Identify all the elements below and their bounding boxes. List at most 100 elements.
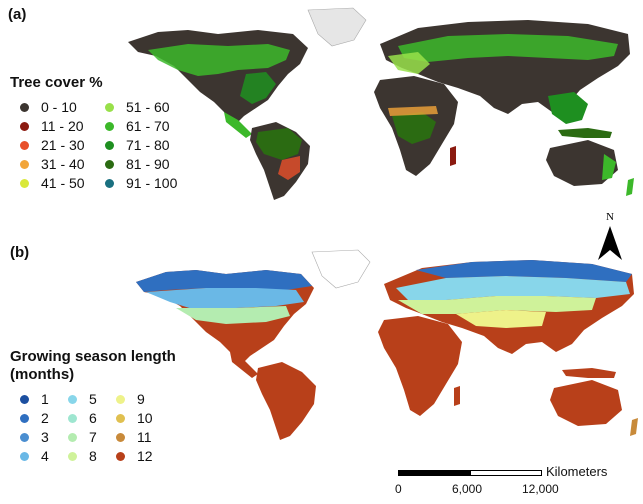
central-america (230, 352, 258, 378)
north-arrow-label: N (606, 211, 614, 223)
growing-season-legend-swatch (20, 413, 29, 423)
growing-season-legend-item: 12 (116, 448, 153, 464)
tree-cover-legend-swatch (20, 121, 29, 131)
growing-season-legend-item: 6 (68, 410, 97, 426)
tree-cover-legend-swatch (105, 121, 114, 131)
tree-cover-legend-label: 31 - 40 (41, 156, 85, 172)
eurasia-arctic-zone (416, 260, 632, 282)
panel-a-label: (a) (8, 6, 27, 23)
growing-season-legend-swatch (20, 432, 29, 442)
eurasia-temperate-zone (398, 296, 596, 314)
tree-cover-legend-label: 81 - 90 (126, 156, 170, 172)
tree-cover-legend-item: 31 - 40 (20, 156, 85, 172)
tree-cover-legend-label: 91 - 100 (126, 175, 178, 191)
north-arrow-shape (598, 226, 622, 260)
growing-season-legend-item: 9 (116, 391, 145, 407)
africa-forest (392, 112, 436, 144)
growing-season-legend-label: 3 (41, 429, 49, 445)
growing-season-legend-label: 12 (137, 448, 153, 464)
growing-season-legend-label: 11 (137, 429, 152, 445)
africa-landmass (378, 316, 462, 416)
growing-season-legend-label: 9 (137, 391, 145, 407)
tree-cover-legend-title: Tree cover % (10, 74, 103, 91)
tree-cover-legend-label: 61 - 70 (126, 118, 170, 134)
growing-season-legend-item: 3 (20, 429, 49, 445)
tree-cover-legend-item: 71 - 80 (105, 137, 170, 153)
australia-landmass (546, 140, 618, 186)
growing-season-legend-item: 5 (68, 391, 97, 407)
north-america-boreal-zone (146, 288, 304, 310)
growing-season-legend-item: 8 (68, 448, 97, 464)
growing-season-legend-swatch (116, 432, 125, 442)
greenland (307, 7, 367, 47)
scale-bar-tick-1: 6,000 (452, 482, 483, 496)
growing-season-legend-label: 7 (89, 429, 97, 445)
tree-cover-legend-item: 91 - 100 (105, 175, 177, 191)
southeast-asia-forest (548, 92, 588, 124)
north-america-arctic-zone (136, 270, 312, 292)
scale-bar-tick-2: 12,000 (522, 482, 559, 496)
tree-cover-legend-swatch (20, 140, 29, 150)
tree-cover-legend-item: 61 - 70 (105, 118, 170, 134)
central-america (224, 112, 252, 138)
tree-cover-legend-label: 41 - 50 (41, 175, 85, 191)
new-zealand (626, 178, 634, 196)
central-asia-zone (456, 310, 546, 328)
south-america-landmass (256, 362, 316, 440)
greenland (311, 249, 371, 289)
growing-season-legend-swatch (68, 413, 77, 423)
africa-savanna (388, 106, 438, 116)
tree-cover-legend-swatch (20, 159, 29, 169)
australia-landmass (550, 380, 622, 426)
scale-bar-white-segment (470, 470, 542, 476)
tree-cover-legend-item: 0 - 10 (20, 99, 77, 115)
tree-cover-legend-item: 51 - 60 (105, 99, 170, 115)
growing-season-legend-label: 8 (89, 448, 97, 464)
tree-cover-legend-label: 0 - 10 (41, 99, 77, 115)
tree-cover-legend-label: 11 - 20 (41, 118, 84, 134)
tree-cover-legend-swatch (20, 178, 29, 188)
tree-cover-legend-swatch (105, 102, 114, 112)
north-america-temperate-zone (176, 306, 290, 324)
north-america-east-forest (240, 72, 276, 104)
growing-season-legend-label: 6 (89, 410, 97, 426)
indonesia (558, 128, 612, 138)
europe-forest (388, 52, 430, 74)
amazon-forest (256, 128, 302, 160)
growing-season-legend-item: 2 (20, 410, 49, 426)
australia-east-forest (602, 154, 616, 180)
growing-season-legend-item: 4 (20, 448, 49, 464)
growing-season-legend-title-line2: (months) (10, 366, 75, 383)
north-america-forest (148, 44, 290, 76)
growing-season-legend-label: 10 (137, 410, 153, 426)
growing-season-legend-item: 11 (116, 429, 152, 445)
madagascar (454, 386, 460, 406)
tree-cover-legend-item: 11 - 20 (20, 118, 84, 134)
growing-season-legend-title-line1: Growing season length (10, 348, 176, 365)
eurasia-boreal-zone (396, 276, 630, 300)
growing-season-legend-item: 10 (116, 410, 153, 426)
growing-season-legend-title: Growing season length (months) (10, 348, 176, 384)
madagascar (450, 146, 456, 166)
growing-season-legend-label: 1 (41, 391, 49, 407)
tree-cover-legend-label: 51 - 60 (126, 99, 170, 115)
scale-bar-tick-0: 0 (395, 482, 402, 496)
tree-cover-legend-swatch (105, 159, 114, 169)
scale-bar-black-segment (398, 470, 470, 476)
growing-season-legend-swatch (20, 394, 29, 404)
growing-season-legend-swatch (116, 451, 125, 461)
growing-season-map (136, 249, 638, 440)
tree-cover-legend-swatch (105, 178, 114, 188)
growing-season-legend-swatch (68, 394, 77, 404)
growing-season-legend-swatch (116, 394, 125, 404)
scale-bar: Kilometers 0 6,000 12,000 (390, 464, 640, 502)
tree-cover-legend-swatch (105, 140, 114, 150)
tree-cover-legend-item: 81 - 90 (105, 156, 170, 172)
south-america-savanna (278, 156, 300, 180)
north-arrow-icon: N (598, 211, 622, 260)
tree-cover-legend-item: 41 - 50 (20, 175, 85, 191)
tree-cover-legend-swatch (20, 102, 29, 112)
new-zealand (630, 418, 638, 436)
growing-season-legend-item: 7 (68, 429, 97, 445)
growing-season-legend-label: 2 (41, 410, 49, 426)
